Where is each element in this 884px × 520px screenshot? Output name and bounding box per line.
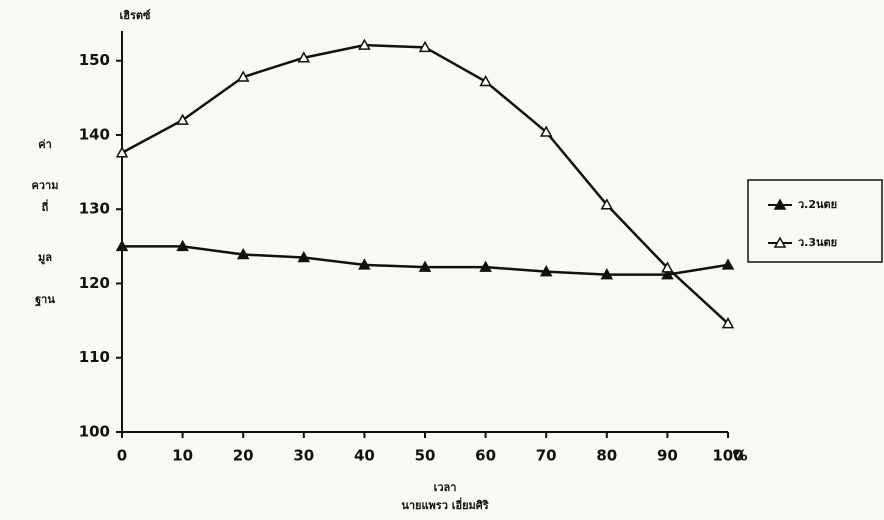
legend-marker (773, 236, 787, 248)
y-tick-label: 110 (79, 348, 110, 366)
marker (721, 258, 735, 270)
legend-box (747, 179, 883, 263)
marker (358, 258, 371, 270)
y-label: ค่า (38, 138, 52, 151)
marker (600, 268, 614, 280)
y-label: ถี่ (41, 199, 48, 214)
x-tick-label: 10 (172, 447, 193, 465)
marker (479, 74, 492, 87)
marker (418, 260, 432, 272)
marker (539, 125, 553, 137)
x-tick-label: 90 (657, 447, 678, 465)
x-tick-label: 60 (475, 447, 496, 465)
marker (297, 51, 311, 63)
x-tick-label: 70 (536, 447, 557, 465)
y-tick-label: 100 (79, 423, 110, 441)
x-tick-label: 30 (293, 447, 314, 465)
x-tick-label: 50 (415, 447, 436, 465)
marker (418, 40, 432, 53)
marker (176, 239, 189, 252)
y-tick-label: 130 (79, 200, 110, 218)
legend-label: ว.3นตย (798, 236, 837, 249)
marker (661, 261, 674, 273)
y-unit: เฮิรตซ์ (120, 9, 152, 22)
marker (236, 70, 250, 82)
legend-marker (773, 198, 787, 210)
x-tick-label: 80 (596, 447, 617, 465)
author: นายแพรว เอี่ยมศิริ (401, 497, 488, 512)
marker (539, 265, 553, 277)
marker (358, 38, 371, 50)
marker (176, 113, 189, 125)
y-tick-label: 140 (79, 125, 110, 143)
legend-label: ว.2นตย (798, 198, 837, 211)
y-label: มูล (38, 251, 52, 265)
y-tick-label: 120 (79, 274, 110, 292)
marker (600, 198, 614, 210)
y-tick-label: 150 (79, 51, 110, 69)
y-label: ฐาน (35, 293, 55, 307)
marker (661, 268, 674, 280)
marker (115, 146, 129, 158)
marker (297, 250, 311, 263)
marker (479, 260, 492, 272)
y-label: ความ (32, 179, 59, 192)
x-tick-label: 40 (354, 447, 375, 465)
marker (236, 247, 250, 260)
x-tick-label: 0 (117, 447, 127, 465)
x-tick-label: 20 (233, 447, 254, 465)
x-unit: % (732, 447, 747, 465)
x-tick-label: 100 (712, 447, 743, 465)
series-line (121, 43, 729, 325)
marker (115, 239, 129, 252)
x-label: เวลา (434, 481, 457, 494)
marker (721, 317, 735, 329)
